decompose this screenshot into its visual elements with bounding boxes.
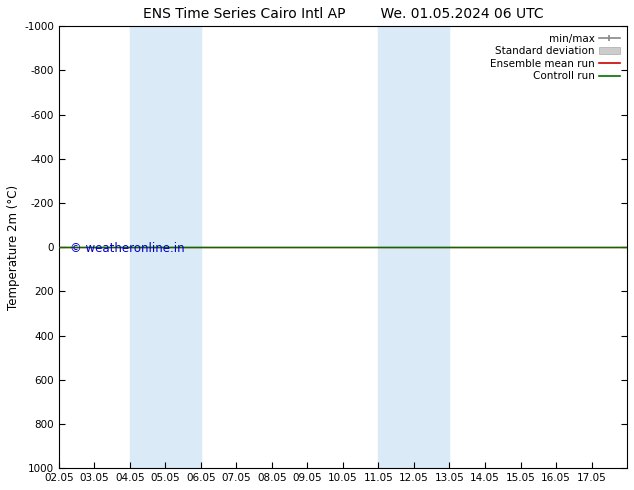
Bar [130,26,201,468]
Legend: min/max, Standard deviation, Ensemble mean run, Controll run: min/max, Standard deviation, Ensemble me… [488,31,622,83]
Text: © weatheronline.in: © weatheronline.in [70,242,185,255]
Title: ENS Time Series Cairo Intl AP        We. 01.05.2024 06 UTC: ENS Time Series Cairo Intl AP We. 01.05.… [143,7,543,21]
Bar [378,26,450,468]
Y-axis label: Temperature 2m (°C): Temperature 2m (°C) [7,185,20,310]
